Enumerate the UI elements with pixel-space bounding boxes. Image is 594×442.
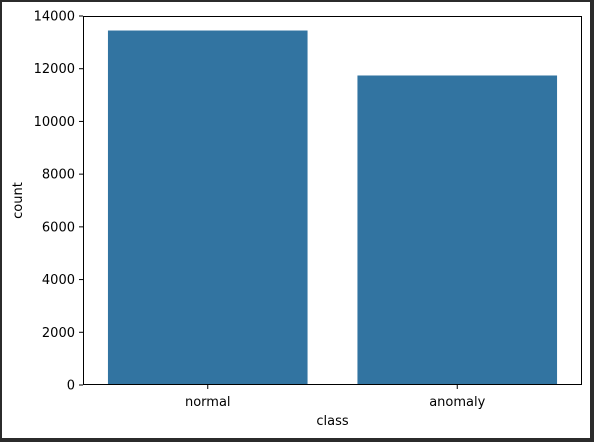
bars-layer	[107, 30, 558, 385]
y-tick-label: 12000	[34, 62, 75, 77]
ticks-layer: normal anomaly 0 2000 4000 6000 8000 10000 12000…	[34, 10, 486, 411]
y-axis-label: count	[11, 182, 26, 219]
y-tick-label: 10000	[34, 115, 75, 130]
plot-frame	[83, 16, 582, 385]
y-tick-label: 6000	[42, 220, 75, 235]
x-tick-label: normal	[185, 395, 231, 410]
bar-anomaly	[357, 75, 558, 385]
y-tick-label: 14000	[34, 10, 75, 25]
y-tick-label: 8000	[42, 168, 75, 183]
x-axis-label: class	[316, 414, 348, 429]
x-tick-label: anomaly	[429, 395, 485, 410]
y-tick-label: 0	[67, 379, 75, 394]
bar-normal	[107, 30, 308, 385]
y-tick-label: 2000	[42, 326, 75, 341]
y-tick-label: 4000	[42, 273, 75, 288]
